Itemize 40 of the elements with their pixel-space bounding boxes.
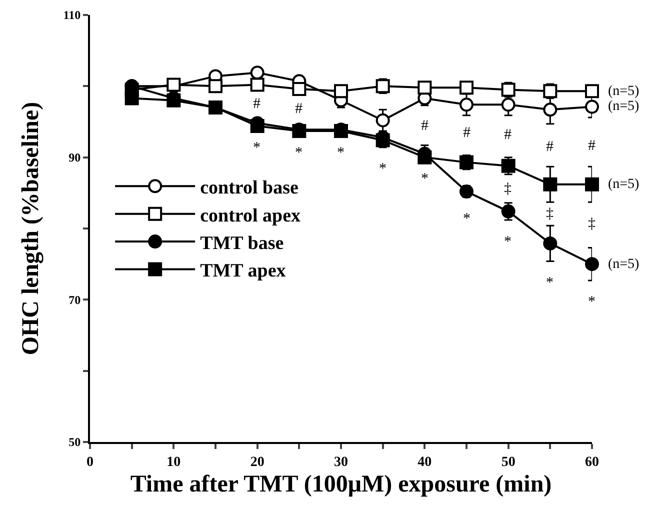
- x-tick-label: 60: [585, 454, 599, 470]
- legend-label: control base: [200, 178, 298, 199]
- annotation: #: [504, 127, 512, 143]
- text: (n=5): [608, 177, 640, 192]
- annotation: *: [379, 161, 386, 177]
- annotation: *: [504, 234, 512, 250]
- x-tick-label: 0: [86, 454, 94, 470]
- x-tick-label: 30: [334, 454, 348, 470]
- annotation: *: [421, 171, 428, 187]
- y-axis-title: OHC length (%baseline): [18, 102, 44, 356]
- annotation: *: [546, 275, 554, 291]
- text: (n=5): [608, 84, 640, 99]
- annotation: #: [421, 118, 429, 134]
- x-tick-label: 20: [250, 454, 264, 470]
- annotation: #: [253, 96, 261, 112]
- legend-label: TMT apex: [200, 260, 286, 282]
- text: (n=5): [608, 257, 640, 272]
- x-tick-label: 40: [418, 454, 432, 470]
- annotation: #: [295, 101, 303, 117]
- annotation: #: [588, 138, 596, 154]
- annotation: *: [295, 145, 302, 161]
- annotation: *: [588, 294, 596, 310]
- annotation: #: [546, 139, 554, 155]
- annotation: *: [253, 140, 260, 156]
- annotation: ‡: [546, 206, 554, 222]
- x-tick-label: 10: [166, 454, 181, 470]
- y-tick-label: 110: [63, 8, 81, 22]
- annotation: ‡: [504, 181, 512, 197]
- annotation: #: [463, 125, 471, 141]
- legend-label: TMT base: [200, 232, 284, 254]
- y-tick-label: 50: [68, 435, 81, 450]
- annotation: *: [463, 211, 470, 227]
- y-tick-label: 90: [68, 150, 81, 165]
- x-tick-label: 50: [501, 454, 516, 470]
- x-axis-title: Time after TMT (100μM) exposure (min): [130, 472, 552, 498]
- annotation: ‡: [588, 216, 596, 232]
- y-tick-label: 70: [68, 292, 81, 307]
- text: (n=5): [608, 99, 640, 114]
- legend-label: control apex: [200, 205, 302, 226]
- annotation: *: [337, 145, 344, 161]
